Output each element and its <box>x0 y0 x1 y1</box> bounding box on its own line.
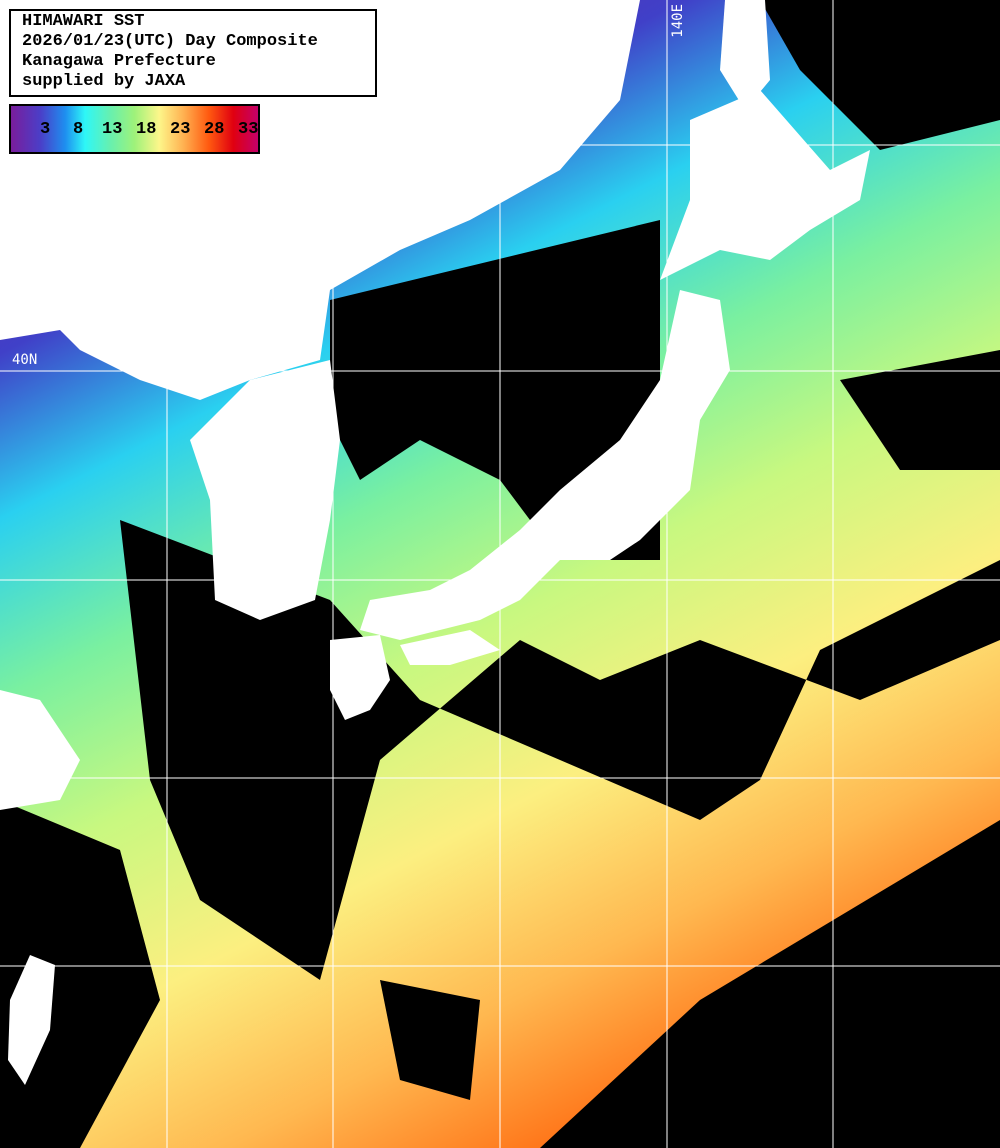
hokkaido <box>660 90 870 280</box>
taiwan <box>8 955 55 1085</box>
asian-mainland <box>0 0 640 400</box>
credit: supplied by JAXA <box>22 72 186 91</box>
korean-peninsula <box>190 360 340 620</box>
longitude-label: 140E <box>670 4 686 38</box>
color-scale-legend: 3 8 13 18 23 28 33 <box>9 104 260 154</box>
legend-tick: 3 <box>40 120 51 139</box>
date-line: 2026/01/23(UTC) Day Composite <box>22 32 318 51</box>
organization: Kanagawa Prefecture <box>22 52 216 71</box>
land <box>0 0 870 1085</box>
shikoku <box>400 630 500 665</box>
legend-tick: 13 <box>102 120 123 139</box>
china-coast <box>0 690 80 810</box>
legend-tick: 33 <box>238 120 259 139</box>
sakhalin <box>720 0 770 110</box>
legend-tick: 8 <box>73 120 84 139</box>
legend-tick: 28 <box>204 120 225 139</box>
map-title: HIMAWARI SST <box>22 12 145 31</box>
legend-tick: 18 <box>136 120 157 139</box>
latitude-label: 40N <box>12 352 38 368</box>
legend-tick: 23 <box>170 120 191 139</box>
kyushu <box>330 635 390 720</box>
honshu <box>360 290 730 640</box>
info-box: HIMAWARI SST 2026/01/23(UTC) Day Composi… <box>9 9 377 97</box>
